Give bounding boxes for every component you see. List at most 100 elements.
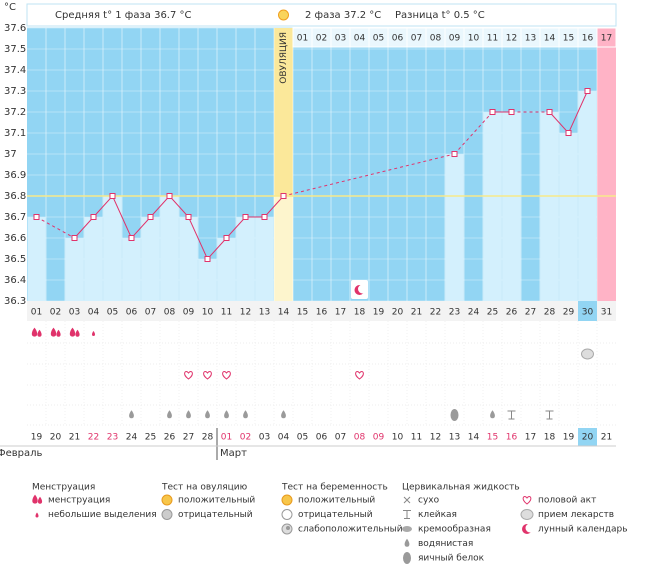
bar [27, 217, 46, 301]
negative-icon [161, 509, 173, 520]
bar [65, 238, 84, 301]
sticky-icon [545, 410, 554, 420]
drop-icon [31, 327, 38, 337]
drop-icon [490, 410, 495, 419]
sticky-icon [507, 410, 516, 420]
date-label: 10 [392, 433, 404, 443]
month-label: Февраль [0, 448, 43, 459]
legend-label: положительный [298, 496, 375, 506]
legend-label: яичный белок [418, 554, 485, 564]
phase2-day: 11 [487, 34, 498, 44]
bar [540, 112, 559, 301]
legend-title: Менструация [32, 483, 95, 493]
point [261, 214, 268, 220]
drop-icon [37, 496, 43, 504]
phase2-text: 2 фаза 37.2 °C [305, 10, 381, 21]
ovulation-column-low [274, 196, 293, 301]
point [185, 214, 192, 220]
weak-icon [286, 526, 290, 530]
legend-label: кремообразная [418, 525, 491, 535]
day-label: 25 [487, 308, 498, 318]
medicine-icon [581, 348, 594, 360]
date-label: 25 [145, 433, 156, 443]
bar [217, 238, 236, 301]
drop-icon [281, 410, 286, 419]
bar [198, 259, 217, 301]
point [565, 130, 572, 136]
date-label: 19 [31, 433, 43, 443]
bar [483, 112, 502, 301]
date-label: 05 [297, 433, 308, 443]
date-label: 26 [164, 433, 176, 443]
legend-label: половой акт [538, 496, 596, 506]
day-label: 14 [278, 308, 290, 318]
phase2-day: 10 [468, 34, 480, 44]
day-label: 12 [240, 308, 251, 318]
bar [236, 217, 255, 301]
day-label: 11 [221, 308, 232, 318]
day-label: 21 [411, 308, 422, 318]
day-label: 15 [297, 308, 308, 318]
phase2-day: 01 [297, 34, 308, 44]
heart-icon [222, 371, 231, 380]
heart-icon [355, 371, 364, 380]
day-label: 17 [335, 308, 346, 318]
phase2-day: 17 [601, 34, 612, 44]
date-label: 08 [354, 433, 366, 443]
day-label: 20 [392, 308, 404, 318]
y-tick-label: 37.2 [4, 107, 26, 118]
sticky-icon [403, 510, 411, 519]
day-label: 08 [164, 308, 176, 318]
unit-label: °C [4, 2, 16, 13]
phase2-day: 07 [411, 34, 422, 44]
day-selected [578, 301, 597, 321]
point [166, 193, 173, 199]
day-label: 24 [468, 308, 480, 318]
date-label: 12 [430, 433, 441, 443]
date-label: 23 [107, 433, 118, 443]
drop-icon [35, 512, 39, 518]
date-label: 20 [582, 433, 594, 443]
negative-icon [281, 509, 293, 520]
legend-label: отрицательный [298, 510, 373, 520]
day-row [27, 301, 616, 321]
day-label: 23 [449, 308, 460, 318]
y-tick-label: 36.9 [4, 170, 26, 181]
day-label: 07 [145, 308, 156, 318]
legend-title: Тест на овуляцию [161, 483, 248, 493]
eggwhite-icon [403, 552, 411, 564]
point [90, 214, 97, 220]
drop-icon [69, 327, 76, 337]
point [451, 151, 458, 157]
y-tick-label: 37.1 [4, 128, 26, 139]
date-label: 28 [202, 433, 214, 443]
ovulation-label: ОВУЛЯЦИЯ [279, 32, 289, 84]
drop-icon [32, 494, 38, 504]
y-tick-label: 36.6 [4, 233, 26, 244]
point [280, 193, 287, 199]
legend-title: Тест на беременность [281, 483, 388, 493]
date-label: 16 [506, 433, 518, 443]
positive-icon [281, 494, 293, 506]
date-label: 17 [525, 433, 536, 443]
day-label: 31 [601, 308, 612, 318]
phase2-day: 12 [506, 34, 517, 44]
legend-label: водянистая [418, 539, 473, 549]
y-tick-label: 36.8 [4, 191, 26, 202]
phase1-text: Средняя t° 1 фаза 36.7 °C [55, 10, 192, 21]
bar [559, 133, 578, 301]
legend-label: лунный календарь [538, 525, 628, 535]
difference-text: Разница t° 0.5 °C [395, 10, 485, 21]
phase2-day: 02 [316, 34, 327, 44]
sun-icon [278, 9, 289, 21]
day-label: 26 [506, 308, 518, 318]
eggwhite-icon [450, 409, 459, 421]
point [109, 193, 116, 199]
date-label: 14 [468, 433, 480, 443]
dry-icon [403, 496, 411, 504]
date-label: 24 [126, 433, 138, 443]
day-label: 03 [69, 308, 80, 318]
y-tick-label: 36.4 [4, 275, 26, 286]
point [147, 214, 154, 220]
